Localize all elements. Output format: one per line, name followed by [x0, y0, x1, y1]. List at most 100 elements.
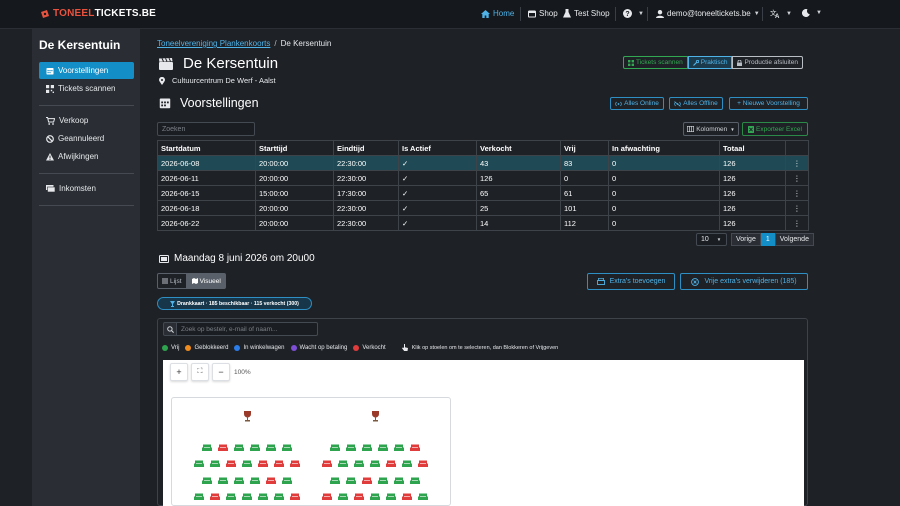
pager-next-button[interactable]: Volgende [774, 233, 814, 246]
theme-menu[interactable]: ▼ [802, 9, 822, 17]
zoom-out-button[interactable]: − [212, 363, 230, 381]
nav-test-shop[interactable]: Test Shop [563, 9, 610, 18]
seat-icon[interactable] [258, 493, 268, 500]
practical-button[interactable]: Praktisch [687, 56, 733, 69]
nav-shop[interactable]: Shop [528, 9, 558, 18]
all-online-button[interactable]: Alles Online [610, 97, 664, 110]
seat-icon[interactable] [346, 444, 356, 451]
seat-icon[interactable] [418, 460, 428, 467]
seat-icon[interactable] [402, 460, 412, 467]
column-header-is-actief[interactable]: Is Actief [398, 140, 477, 156]
seat-icon[interactable] [370, 493, 380, 500]
columns-button[interactable]: Kolommen ▼ [683, 122, 739, 136]
seat-icon[interactable] [338, 460, 348, 467]
seat-icon[interactable] [274, 460, 284, 467]
scan-tickets-button[interactable]: Tickets scannen [623, 56, 688, 69]
sidebar-item-tickets-scannen[interactable]: Tickets scannen [39, 80, 134, 97]
breadcrumb-parent-link[interactable]: Toneelvereniging Plankenkoorts [157, 39, 271, 48]
column-header-verkocht[interactable]: Verkocht [476, 140, 561, 156]
pager-page-1[interactable]: 1 [760, 233, 775, 246]
zoom-fit-button[interactable]: ⛶ [191, 363, 209, 381]
seat-icon[interactable] [210, 493, 220, 500]
seat-icon[interactable] [290, 493, 300, 500]
seat-icon[interactable] [290, 460, 300, 467]
seat-icon[interactable] [218, 477, 228, 484]
seat-icon[interactable] [418, 493, 428, 500]
seat-icon[interactable] [386, 493, 396, 500]
seat-icon[interactable] [218, 444, 228, 451]
view-list-button[interactable]: Lijst [157, 273, 187, 289]
seat-icon[interactable] [378, 444, 388, 451]
sidebar-item-afwijkingen[interactable]: Afwijkingen [39, 148, 134, 165]
sidebar-item-inkomsten[interactable]: Inkomsten [39, 180, 134, 197]
seat-icon[interactable] [234, 477, 244, 484]
sidebar-item-voorstellingen[interactable]: Voorstellingen [39, 62, 134, 79]
export-excel-button[interactable]: Exporteer Excel [742, 122, 808, 136]
user-menu[interactable]: demo@toneeltickets.be ▼ [656, 9, 760, 18]
seat-icon[interactable] [394, 444, 404, 451]
seat-icon[interactable] [410, 477, 420, 484]
seat-icon[interactable] [274, 493, 284, 500]
close-production-button[interactable]: Productie afsluiten [732, 56, 803, 69]
shows-search-input[interactable] [157, 122, 255, 136]
column-header-startdatum[interactable]: Startdatum [157, 140, 256, 156]
table-row[interactable]: 2026-06-18 20:00:00 22:30:00 ✓ 25 101 0 … [157, 200, 809, 216]
seat-icon[interactable] [226, 493, 236, 500]
sidebar-item-geannuleerd[interactable]: Geannuleerd [39, 130, 134, 147]
row-actions-menu[interactable]: ⋮ [785, 155, 809, 171]
nav-home[interactable]: Home [481, 9, 514, 18]
table-row[interactable]: 2026-06-11 20:00:00 22:30:00 ✓ 126 0 0 1… [157, 170, 809, 186]
drink-card-badge[interactable]: Drankkaart · 185 beschikbaar · 115 verko… [157, 297, 312, 310]
seat-icon[interactable] [210, 460, 220, 467]
seat-icon[interactable] [258, 460, 268, 467]
remove-extras-button[interactable]: Vrije extra's verwijderen (185) [680, 273, 808, 290]
seat-icon[interactable] [362, 477, 372, 484]
seat-icon[interactable] [202, 444, 212, 451]
seat-icon[interactable] [282, 444, 292, 451]
seat-icon[interactable] [322, 460, 332, 467]
row-actions-menu[interactable]: ⋮ [785, 215, 809, 231]
seat-icon[interactable] [330, 444, 340, 451]
seat-icon[interactable] [226, 460, 236, 467]
brand-logo[interactable]: TONEEL TICKETS.BE [40, 8, 156, 19]
seat-icon[interactable] [338, 493, 348, 500]
seatmap-search-input[interactable] [177, 322, 318, 336]
seat-icon[interactable] [370, 460, 380, 467]
row-actions-menu[interactable]: ⋮ [785, 170, 809, 186]
page-size-select[interactable]: 10 ▼ [696, 233, 727, 246]
seat-icon[interactable] [242, 493, 252, 500]
seat-icon[interactable] [362, 444, 372, 451]
seat-icon[interactable] [250, 444, 260, 451]
seat-icon[interactable] [282, 477, 292, 484]
help-menu[interactable]: ? ▼ [623, 9, 644, 18]
seat-icon[interactable] [194, 460, 204, 467]
seat-icon[interactable] [354, 460, 364, 467]
seat-icon[interactable] [346, 477, 356, 484]
seat-icon[interactable] [202, 477, 212, 484]
seat-icon[interactable] [330, 477, 340, 484]
seat-icon[interactable] [378, 477, 388, 484]
seat-icon[interactable] [402, 493, 412, 500]
row-actions-menu[interactable]: ⋮ [785, 200, 809, 216]
seat-icon[interactable] [386, 460, 396, 467]
pager-prev-button[interactable]: Vorige [731, 233, 761, 246]
column-header-vrij[interactable]: Vrij [560, 140, 609, 156]
seat-icon[interactable] [250, 477, 260, 484]
table-row[interactable]: 2026-06-15 15:00:00 17:30:00 ✓ 65 61 0 1… [157, 185, 809, 201]
seat-icon[interactable] [394, 477, 404, 484]
seat-icon[interactable] [234, 444, 244, 451]
seat-icon[interactable] [354, 493, 364, 500]
sidebar-item-verkoop[interactable]: Verkoop [39, 112, 134, 129]
seat-icon[interactable] [410, 444, 420, 451]
table-row[interactable]: 2026-06-22 20:00:00 22:30:00 ✓ 14 112 0 … [157, 215, 809, 231]
new-show-button[interactable]: + Nieuwe Voorstelling [729, 97, 808, 110]
all-offline-button[interactable]: Alles Offline [669, 97, 723, 110]
seat-icon[interactable] [322, 493, 332, 500]
column-header-starttijd[interactable]: Starttijd [255, 140, 334, 156]
row-actions-menu[interactable]: ⋮ [785, 185, 809, 201]
seat-icon[interactable] [242, 460, 252, 467]
seat-icon[interactable] [194, 493, 204, 500]
view-visual-button[interactable]: Visueel [186, 273, 226, 289]
seat-icon[interactable] [266, 477, 276, 484]
